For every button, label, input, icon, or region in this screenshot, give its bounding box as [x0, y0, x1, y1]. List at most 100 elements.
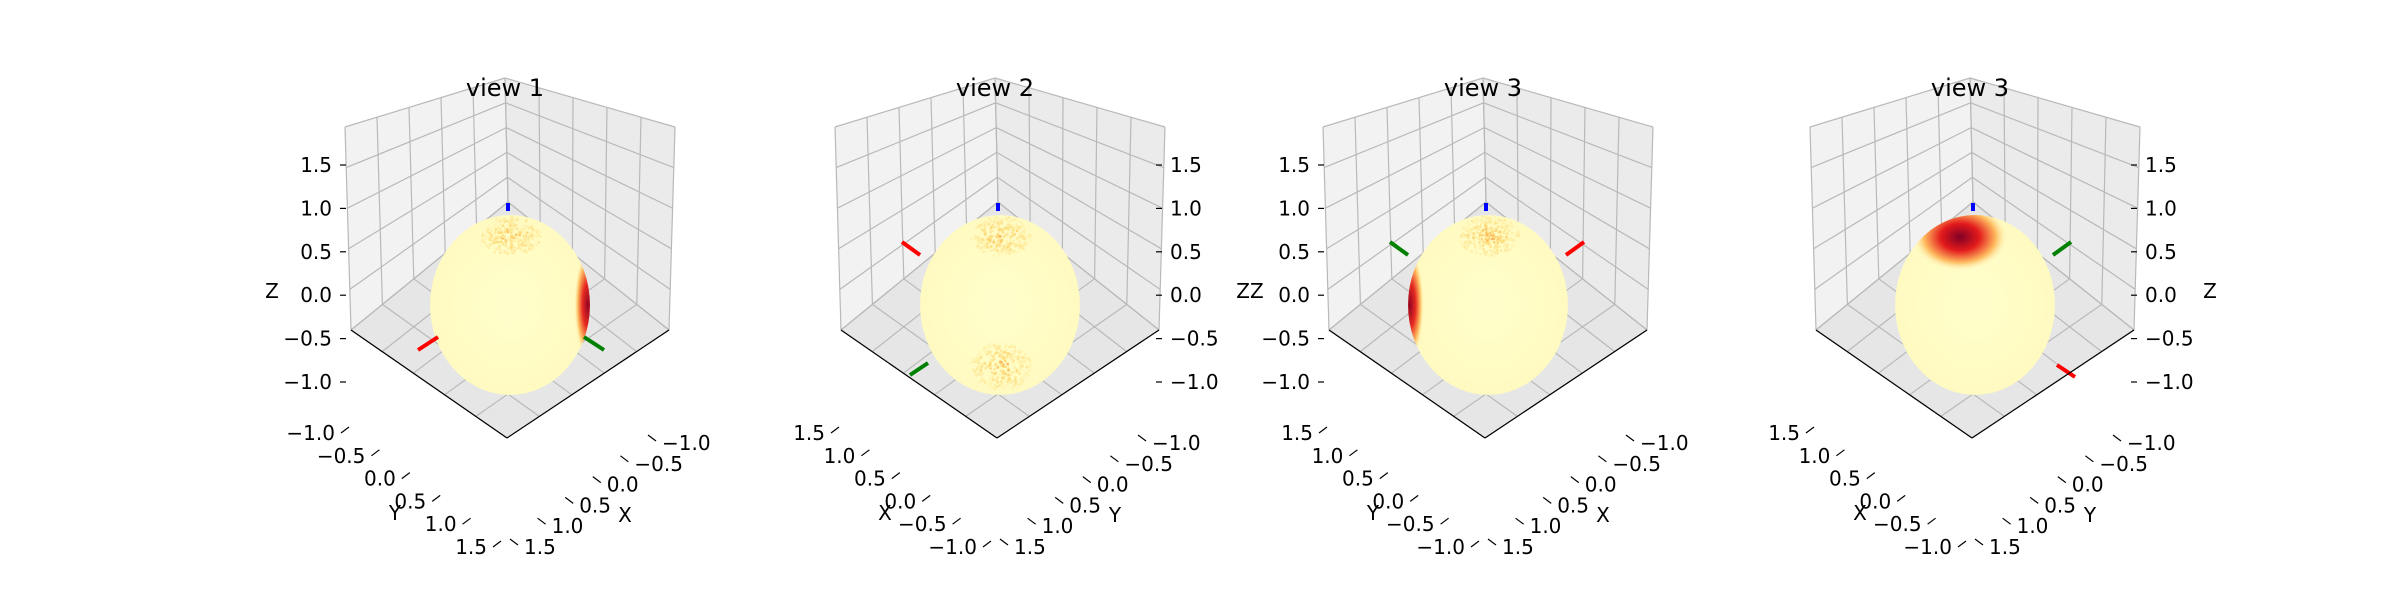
br-tick-label: −1.0	[662, 431, 711, 455]
hotspot-speckle	[1003, 385, 1006, 389]
bl-tick	[830, 426, 840, 434]
hotspot-speckle	[1003, 226, 1006, 229]
gridline	[1873, 107, 1880, 279]
bl-axis-label: X	[1853, 501, 1867, 525]
z-tick-label: 1.5	[1278, 153, 1310, 177]
hotspot-speckle	[539, 235, 543, 238]
hotspot-speckle	[987, 347, 991, 350]
hotspot-speckle	[494, 241, 497, 244]
hotspot-speckle	[512, 221, 515, 224]
hotspot-speckle	[1477, 237, 1480, 240]
hotspot-speckle	[528, 248, 531, 251]
hotspot-speckle	[1008, 252, 1011, 255]
hotspot-speckle	[1485, 231, 1488, 235]
hotspot-speckle	[532, 230, 535, 233]
hotspot-speckle	[504, 250, 507, 253]
hotspot-speckle	[1010, 355, 1013, 359]
hotspot-speckle	[995, 351, 999, 354]
hotspot-speckle	[517, 215, 520, 218]
hotspot-speckle	[1004, 379, 1007, 383]
hotspot-speckle	[975, 357, 979, 360]
hotspot-speckle	[1010, 251, 1014, 254]
hotspot-speckle	[1490, 250, 1493, 253]
hotspot-speckle	[1001, 380, 1005, 383]
hotspot-speckle	[999, 220, 1002, 224]
hotspot-speckle	[1020, 380, 1023, 384]
hotspot-speckle	[986, 246, 990, 249]
hotspot-speckle	[516, 227, 519, 230]
hotspot-speckle	[1494, 236, 1497, 239]
bl-tick-label: 0.0	[1372, 489, 1404, 513]
hotspot-speckle	[1512, 238, 1516, 242]
hotspot-speckle	[984, 380, 987, 384]
hotspot-speckle	[1016, 357, 1020, 360]
hotspot-speckle	[978, 351, 982, 354]
hotspot-speckle	[500, 240, 503, 243]
gridline	[1028, 87, 1031, 228]
hotspot-speckle	[501, 216, 505, 219]
br-tick	[999, 538, 1009, 546]
hotspot-speckle	[1015, 219, 1018, 222]
hotspot-speckle	[1495, 228, 1498, 231]
hotspot-speckle	[1511, 232, 1514, 235]
hotspot-speckle	[530, 225, 534, 229]
br-tick-label: −0.5	[2099, 452, 2148, 476]
gridline	[1323, 102, 1484, 169]
hotspot-speckle	[1506, 233, 1509, 236]
hotspot-speckle	[984, 246, 988, 249]
hotspot-speckle	[1491, 231, 1494, 234]
hotspot-speckle	[525, 218, 529, 221]
hotspot-speckle	[529, 235, 532, 238]
br-tick-label: 0.0	[1097, 473, 1129, 497]
hotspot-speckle	[1018, 249, 1021, 253]
br-tick-label: 0.0	[607, 473, 639, 497]
hotspot-speckle	[507, 223, 510, 227]
hotspot-speckle	[1504, 228, 1507, 232]
hotspot-speckle	[1020, 378, 1024, 381]
hotspot-speckle	[1491, 237, 1494, 241]
hotspot-speckle	[1004, 360, 1007, 364]
hotspot-speckle	[523, 225, 526, 228]
gridline	[930, 97, 936, 254]
gridline	[994, 77, 1166, 128]
hotspot-speckle	[531, 237, 534, 241]
hotspot-speckle	[987, 222, 990, 226]
hotspot-speckle	[1028, 359, 1031, 363]
hotspot-speckle	[1017, 239, 1020, 243]
front-axis-left	[1328, 329, 1486, 439]
hotspot-speckle	[1495, 239, 1499, 242]
hotspot-speckle	[1461, 242, 1464, 246]
hotspot-speckle	[516, 237, 520, 240]
gridline	[2133, 126, 2141, 331]
gridline	[1418, 97, 1424, 254]
hotspot-speckle	[1481, 233, 1484, 237]
bl-tick	[1957, 540, 1967, 548]
hotspot-speckle	[494, 222, 497, 226]
hotspot-speckle	[1009, 217, 1013, 221]
hotspot-speckle	[1001, 231, 1004, 234]
hotspot-speckle	[972, 369, 976, 372]
hotspot-speckle	[1483, 251, 1486, 254]
bl-tick	[462, 517, 471, 525]
hotspot-speckle	[1013, 242, 1016, 246]
br-tick-label: 1.0	[1530, 514, 1562, 538]
hotspot-speckle	[1472, 234, 1475, 237]
hotspot-speckle	[1481, 215, 1485, 218]
hotspot-speckle	[1499, 236, 1502, 239]
hotspot-speckle	[527, 242, 530, 246]
hotspot-speckle	[1022, 247, 1025, 251]
y-axis-marker	[1388, 240, 1410, 257]
hotspot-speckle	[537, 234, 540, 237]
hotspot-speckle	[1510, 238, 1514, 242]
gridline	[344, 77, 506, 128]
hotspot-speckle	[484, 237, 488, 240]
left-pane	[1810, 78, 1973, 330]
hotspot-speckle	[977, 236, 980, 239]
hotspot-speckle	[1481, 244, 1484, 247]
hotspot-speckle	[513, 224, 516, 228]
gridline	[347, 127, 507, 209]
hotspot-speckle	[1502, 224, 1506, 228]
gridline	[962, 87, 968, 228]
hotspot-speckle	[974, 224, 978, 227]
gridline	[1614, 117, 1620, 305]
